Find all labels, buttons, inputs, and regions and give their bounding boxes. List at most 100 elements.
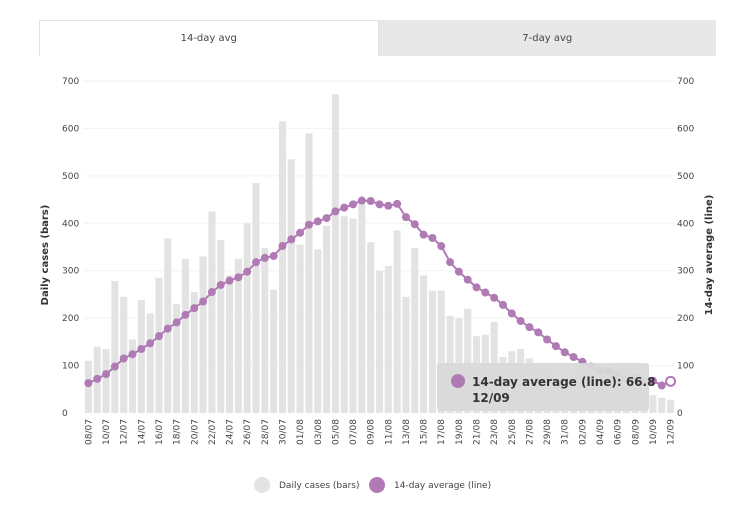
line-point[interactable]: [437, 242, 446, 251]
line-point[interactable]: [543, 335, 552, 344]
line-point[interactable]: [128, 350, 137, 359]
bar[interactable]: [199, 256, 207, 413]
line-point[interactable]: [110, 362, 119, 371]
line-point[interactable]: [490, 293, 499, 302]
bar[interactable]: [155, 277, 163, 413]
bar[interactable]: [137, 300, 145, 413]
line-point[interactable]: [207, 288, 216, 297]
bar[interactable]: [437, 290, 445, 413]
bar[interactable]: [234, 258, 242, 413]
bar[interactable]: [384, 265, 392, 413]
bar[interactable]: [296, 244, 304, 413]
bar[interactable]: [128, 339, 137, 413]
line-point[interactable]: [84, 379, 93, 388]
line-point[interactable]: [560, 348, 569, 357]
line-point[interactable]: [199, 297, 208, 306]
line-point[interactable]: [507, 309, 516, 318]
bar[interactable]: [111, 281, 119, 413]
bar[interactable]: [649, 394, 657, 413]
line-point[interactable]: [481, 288, 490, 297]
bar[interactable]: [278, 121, 286, 414]
line-point[interactable]: [419, 230, 428, 239]
bar[interactable]: [349, 218, 357, 413]
bar[interactable]: [314, 249, 322, 413]
bar[interactable]: [658, 397, 666, 413]
line-point[interactable]: [304, 220, 313, 229]
tab-7-day-avg[interactable]: 7-day avg: [378, 20, 716, 56]
line-point[interactable]: [137, 344, 146, 353]
tab-14-day-avg[interactable]: 14-day avg: [39, 20, 379, 56]
bar[interactable]: [226, 275, 234, 413]
bar[interactable]: [420, 275, 428, 413]
line-point[interactable]: [243, 267, 252, 276]
line-point[interactable]: [252, 258, 261, 267]
bar[interactable]: [428, 290, 436, 413]
bar[interactable]: [261, 247, 269, 413]
bar[interactable]: [217, 239, 225, 413]
line-point[interactable]: [357, 196, 366, 205]
line-point[interactable]: [340, 203, 349, 212]
line-point[interactable]: [331, 207, 340, 216]
bar[interactable]: [375, 270, 384, 413]
line-point[interactable]: [322, 214, 331, 223]
bar[interactable]: [393, 230, 401, 413]
bar[interactable]: [208, 211, 216, 413]
bar[interactable]: [270, 289, 278, 413]
line-point[interactable]: [172, 318, 181, 327]
line-point[interactable]: [190, 304, 199, 313]
bar[interactable]: [411, 247, 419, 413]
bar[interactable]: [402, 296, 410, 413]
line-point[interactable]: [296, 228, 305, 237]
bar[interactable]: [243, 223, 251, 413]
line-point[interactable]: [366, 196, 375, 205]
line-point[interactable]: [648, 376, 657, 385]
line-point[interactable]: [498, 300, 507, 309]
line-point[interactable]: [446, 258, 455, 267]
line-point[interactable]: [657, 381, 666, 390]
bar[interactable]: [358, 203, 366, 413]
bar[interactable]: [667, 399, 675, 413]
line-point[interactable]: [393, 199, 402, 208]
line-point[interactable]: [216, 280, 225, 289]
line-point[interactable]: [349, 200, 358, 209]
bar[interactable]: [252, 182, 260, 413]
legend-item-line[interactable]: 14-day average (line): [369, 477, 491, 493]
bar[interactable]: [464, 308, 472, 413]
line-point[interactable]: [278, 242, 287, 251]
line-point[interactable]: [93, 374, 102, 383]
line-point[interactable]: [102, 370, 111, 379]
line-point[interactable]: [665, 375, 677, 387]
bar[interactable]: [305, 133, 313, 413]
line-point[interactable]: [525, 323, 534, 332]
bar[interactable]: [323, 225, 331, 413]
line-point[interactable]: [401, 213, 410, 222]
line-point[interactable]: [534, 328, 543, 337]
bar[interactable]: [102, 348, 110, 413]
line-point[interactable]: [181, 310, 190, 319]
line-point[interactable]: [472, 283, 481, 292]
line-point[interactable]: [234, 273, 243, 282]
line-point[interactable]: [551, 342, 560, 351]
line-point[interactable]: [375, 200, 384, 209]
legend-item-bars[interactable]: Daily cases (bars): [254, 477, 360, 493]
line-point[interactable]: [163, 324, 172, 333]
bar[interactable]: [146, 313, 154, 413]
line-point[interactable]: [260, 253, 269, 262]
line-point[interactable]: [569, 353, 578, 362]
bar[interactable]: [367, 242, 375, 413]
line-point[interactable]: [269, 252, 278, 261]
line-point[interactable]: [225, 276, 234, 285]
line-point[interactable]: [516, 316, 525, 325]
bar[interactable]: [181, 258, 189, 413]
bar[interactable]: [173, 303, 181, 413]
bar[interactable]: [340, 216, 348, 413]
line-point[interactable]: [119, 354, 128, 363]
line-point[interactable]: [384, 201, 393, 210]
line-point[interactable]: [146, 339, 155, 348]
line-point[interactable]: [287, 235, 296, 244]
line-point[interactable]: [454, 267, 463, 276]
line-point[interactable]: [154, 332, 163, 341]
line-point[interactable]: [313, 217, 322, 226]
line-point[interactable]: [428, 233, 437, 242]
line-point[interactable]: [410, 220, 419, 229]
